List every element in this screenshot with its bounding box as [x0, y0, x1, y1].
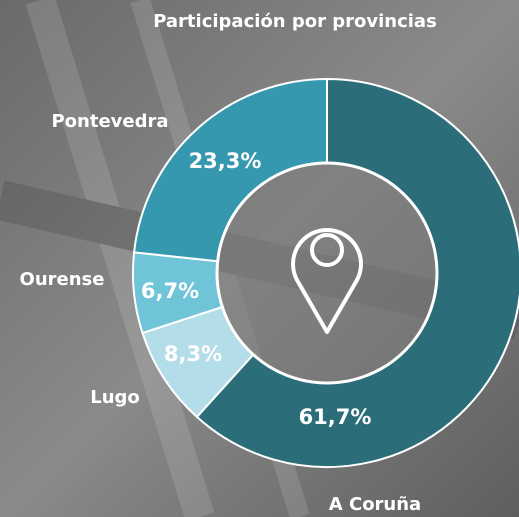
category-label: Lugo [90, 387, 140, 408]
category-label: Ourense [20, 269, 105, 290]
slices [132, 77, 519, 468]
value-label: 61,7% [299, 405, 372, 429]
category-label: A Coruña [329, 494, 421, 515]
value-label: 6,7% [141, 279, 199, 303]
chart-title: Participación por provincias [153, 11, 437, 32]
inner-circle [215, 161, 439, 385]
location-pin-icon [291, 228, 363, 334]
value-label: 8,3% [164, 342, 222, 366]
value-label: 23,3% [189, 149, 262, 173]
category-label: Pontevedra [51, 111, 168, 132]
